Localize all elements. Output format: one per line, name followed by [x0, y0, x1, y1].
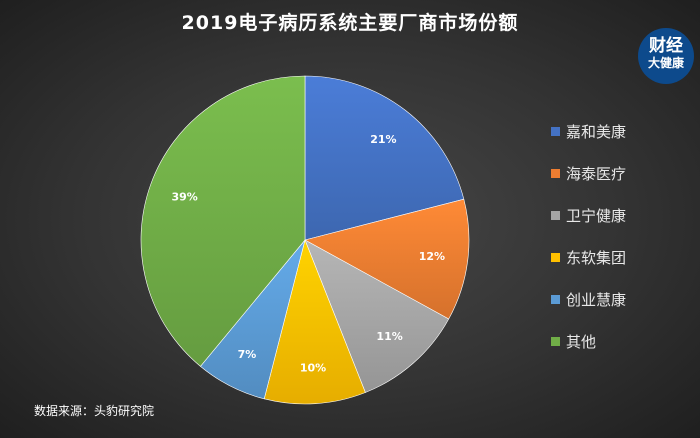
legend-swatch	[551, 294, 560, 304]
legend-item: 其他	[551, 320, 626, 362]
data-label: 12%	[419, 250, 445, 263]
legend-item: 东软集团	[551, 236, 626, 278]
logo-line1: 财经	[649, 36, 683, 56]
source-note: 数据来源：头豹研究院	[34, 404, 155, 418]
pie-slice-3	[304, 239, 450, 393]
data-label: 11%	[376, 330, 402, 343]
logo-line2: 大健康	[647, 56, 684, 70]
pie-slice-6	[140, 75, 306, 367]
legend: 嘉和美康海泰医疗卫宁健康东软集团创业慧康其他	[551, 110, 626, 362]
legend-label: 其他	[566, 332, 597, 351]
legend-label: 东软集团	[566, 248, 627, 267]
pie-slice-4	[263, 239, 366, 405]
legend-item: 嘉和美康	[551, 110, 626, 152]
legend-label: 嘉和美康	[566, 122, 627, 141]
legend-swatch	[551, 210, 560, 220]
legend-label: 创业慧康	[566, 290, 627, 309]
data-label: 7%	[238, 348, 257, 361]
data-label: 10%	[300, 362, 326, 375]
legend-swatch	[551, 168, 560, 178]
pie-slice-1	[304, 75, 465, 241]
chart-title: 2019电子病历系统主要厂商市场份额	[181, 12, 519, 34]
brand-logo: 财经 大健康	[638, 28, 694, 84]
legend-item: 卫宁健康	[551, 194, 626, 236]
legend-label: 卫宁健康	[566, 206, 627, 225]
pie-slice-2	[304, 198, 470, 320]
legend-swatch	[551, 252, 560, 262]
legend-item: 创业慧康	[551, 278, 626, 320]
data-label: 21%	[370, 133, 396, 146]
legend-label: 海泰医疗	[566, 164, 627, 183]
legend-swatch	[551, 336, 560, 346]
legend-item: 海泰医疗	[551, 152, 626, 194]
legend-swatch	[551, 126, 560, 136]
data-label: 39%	[171, 191, 197, 204]
